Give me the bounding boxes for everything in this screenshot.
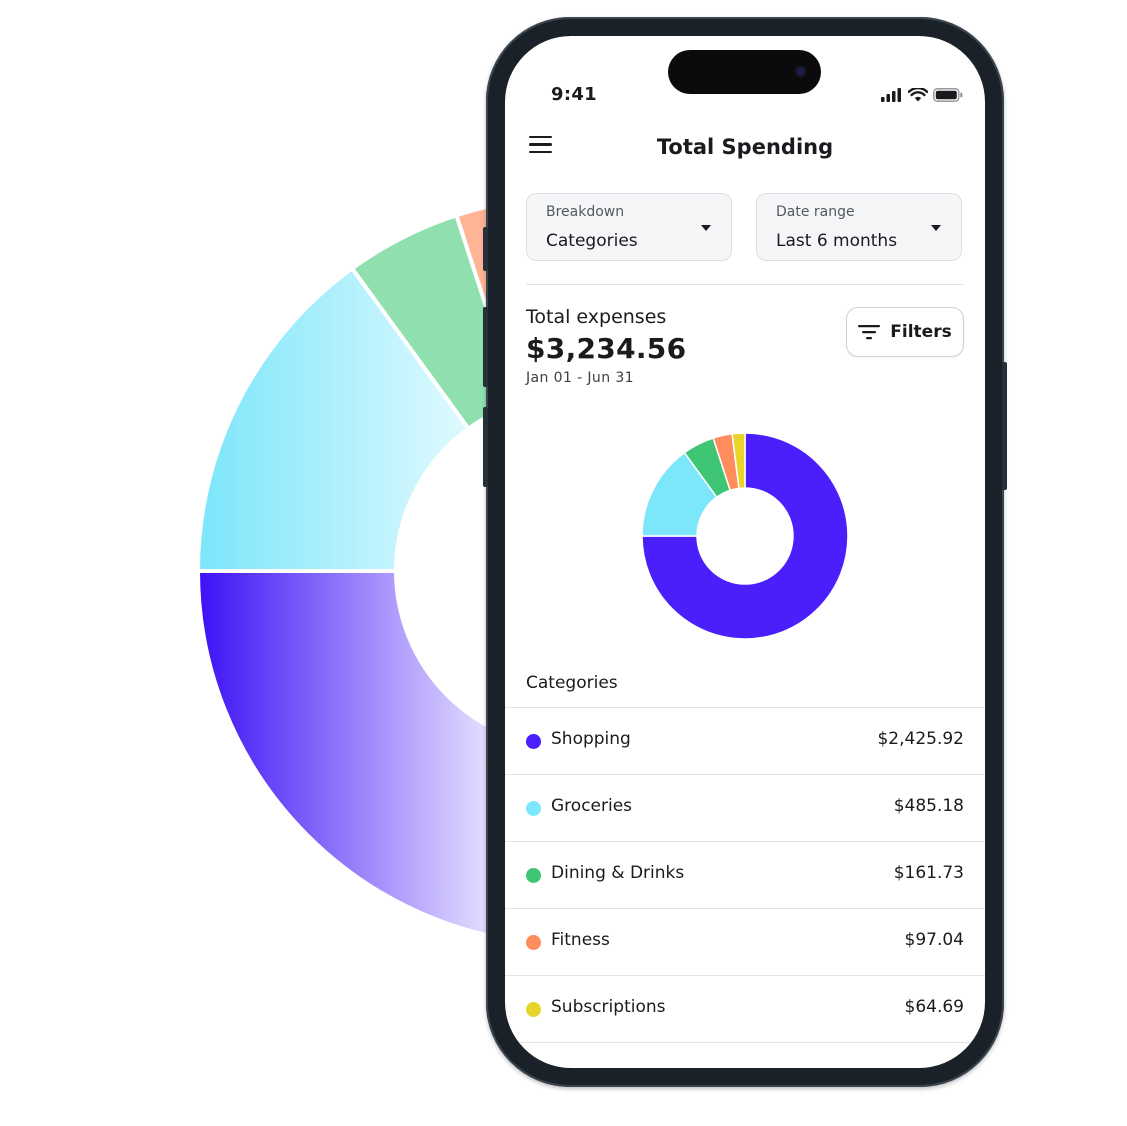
category-color-dot [526, 935, 541, 950]
category-row-dining-drinks[interactable]: Dining & Drinks $161.73 [505, 841, 985, 908]
category-name: Fitness [551, 930, 610, 950]
caret-down-icon [931, 225, 941, 231]
camera-icon [796, 67, 805, 76]
dynamic-island [668, 50, 821, 94]
category-amount: $485.18 [893, 796, 964, 816]
total-expenses-date-range: Jan 01 - Jun 31 [526, 370, 634, 386]
category-name: Subscriptions [551, 997, 666, 1017]
category-name: Groceries [551, 796, 633, 816]
donut-slice-subscriptions [731, 432, 746, 490]
category-amount: $64.69 [904, 997, 964, 1017]
category-row-fitness[interactable]: Fitness $97.04 [505, 908, 985, 975]
categories-list: Shopping $2,425.92 Groceries $485.18 Din… [505, 707, 985, 1043]
total-expenses-label: Total expenses [526, 306, 667, 328]
category-color-dot [526, 868, 541, 883]
caret-down-icon [701, 225, 711, 231]
category-amount: $2,425.92 [877, 729, 964, 749]
category-color-dot [526, 801, 541, 816]
category-amount: $97.04 [904, 930, 964, 950]
category-amount: $161.73 [893, 863, 964, 883]
category-row-groceries[interactable]: Groceries $485.18 [505, 774, 985, 841]
breakdown-select[interactable]: Breakdown Categories [526, 193, 732, 261]
wifi-icon [908, 88, 928, 102]
page-title: Total Spending [656, 135, 834, 159]
phone-side-button [1002, 362, 1007, 490]
category-row-subscriptions[interactable]: Subscriptions $64.69 [505, 975, 985, 1043]
status-time: 9:41 [551, 84, 597, 105]
date-range-select-label: Date range [776, 204, 855, 220]
phone-side-button [483, 407, 488, 487]
date-range-select[interactable]: Date range Last 6 months [756, 193, 962, 261]
status-icons [881, 88, 963, 102]
category-name: Dining & Drinks [551, 863, 685, 883]
phone-frame: 9:41 Total Spending Brea [483, 17, 1007, 1087]
category-color-dot [526, 1002, 541, 1017]
battery-icon [933, 88, 963, 102]
divider [526, 284, 964, 285]
date-range-select-value: Last 6 months [776, 231, 898, 251]
donut-slice-shopping [641, 432, 849, 640]
background-donut-slice-groceries [195, 265, 472, 573]
total-expenses-amount: $3,234.56 [526, 332, 687, 365]
phone-side-button [483, 227, 488, 271]
cellular-signal-icon [881, 88, 901, 102]
breakdown-select-label: Breakdown [546, 204, 625, 220]
spending-donut-chart [641, 432, 849, 640]
category-row-shopping[interactable]: Shopping $2,425.92 [505, 707, 985, 774]
categories-heading: Categories [526, 673, 618, 693]
phone-screen: 9:41 Total Spending Brea [505, 36, 985, 1068]
hamburger-menu-icon[interactable] [529, 136, 555, 158]
filter-lines-icon [858, 325, 881, 340]
phone-side-button [483, 307, 488, 387]
filters-button[interactable]: Filters [846, 307, 964, 357]
category-name: Shopping [551, 729, 631, 749]
breakdown-select-value: Categories [546, 231, 638, 251]
filters-button-label: Filters [890, 322, 952, 342]
category-color-dot [526, 734, 541, 749]
